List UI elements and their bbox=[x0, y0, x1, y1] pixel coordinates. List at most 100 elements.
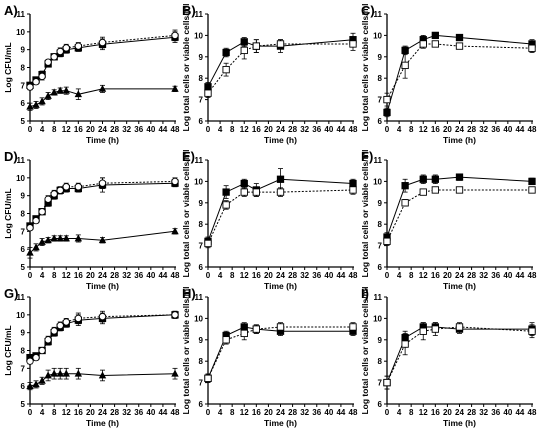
panel-label: B) bbox=[182, 3, 196, 18]
x-tick-label: 16 bbox=[431, 408, 440, 417]
series-2 bbox=[204, 185, 357, 249]
x-tick-label: 36 bbox=[134, 271, 143, 280]
data-point bbox=[383, 108, 391, 117]
data-point bbox=[276, 188, 285, 196]
data-point bbox=[276, 323, 285, 331]
data-point bbox=[56, 369, 64, 377]
series-line bbox=[207, 178, 354, 242]
x-tick-label: 28 bbox=[467, 408, 476, 417]
y-tick-label: 11 bbox=[195, 10, 204, 19]
data-point bbox=[38, 376, 46, 384]
y-tick-label: 11 bbox=[195, 156, 204, 165]
x-tick-label: 0 bbox=[385, 408, 390, 417]
data-point bbox=[32, 78, 40, 86]
y-tick-label: 6 bbox=[199, 117, 204, 126]
x-tick-label: 40 bbox=[503, 125, 512, 134]
x-tick-label: 20 bbox=[443, 271, 452, 280]
data-point bbox=[401, 199, 409, 207]
data-point bbox=[98, 84, 107, 92]
y-tick-label: 7 bbox=[21, 81, 26, 90]
x-tick-label: 16 bbox=[74, 271, 83, 280]
y-tick-label: 11 bbox=[374, 10, 383, 19]
y-tick-label: 7 bbox=[378, 379, 383, 388]
data-point bbox=[401, 61, 409, 70]
series-1 bbox=[383, 322, 536, 390]
y-tick-label: 11 bbox=[17, 156, 26, 165]
data-point bbox=[26, 102, 34, 110]
data-point bbox=[528, 177, 536, 186]
y-axis-title: Log total cells or viable cells/ml bbox=[360, 149, 370, 277]
data-point bbox=[171, 369, 179, 377]
data-point bbox=[74, 314, 82, 323]
panel-label: E) bbox=[182, 149, 195, 164]
data-point bbox=[38, 208, 46, 216]
series-1 bbox=[204, 322, 357, 384]
series-line bbox=[207, 39, 354, 88]
data-point bbox=[252, 42, 260, 50]
data-point bbox=[528, 327, 536, 335]
x-axis-title: Time (h) bbox=[86, 281, 119, 291]
data-point bbox=[455, 33, 464, 42]
y-axis-title: Log total cells or viable cells/ml bbox=[360, 286, 370, 414]
panel-label: G) bbox=[4, 286, 18, 301]
x-tick-label: 48 bbox=[349, 271, 358, 280]
data-point bbox=[455, 323, 464, 331]
x-tick-label: 4 bbox=[40, 125, 45, 134]
panel-label: A) bbox=[4, 3, 18, 18]
y-tick-label: 8 bbox=[199, 74, 204, 83]
data-point bbox=[240, 46, 248, 55]
y-tick-label: 6 bbox=[21, 382, 26, 391]
data-point bbox=[50, 190, 58, 198]
series-2 bbox=[204, 322, 357, 384]
x-tick-label: 20 bbox=[443, 408, 452, 417]
x-tick-label: 20 bbox=[264, 125, 273, 134]
y-tick-label: 11 bbox=[195, 293, 204, 302]
data-point bbox=[50, 369, 58, 377]
data-point bbox=[204, 89, 212, 97]
x-tick-label: 20 bbox=[443, 125, 452, 134]
x-tick-label: 20 bbox=[86, 408, 95, 417]
y-tick-label: 9 bbox=[378, 336, 383, 345]
y-tick-label: 9 bbox=[199, 199, 204, 208]
y-tick-label: 7 bbox=[199, 379, 204, 388]
data-point bbox=[455, 42, 464, 50]
data-point bbox=[98, 179, 107, 187]
y-tick-label: 10 bbox=[16, 174, 25, 183]
x-tick-label: 12 bbox=[62, 408, 71, 417]
x-tick-label: 12 bbox=[419, 125, 428, 134]
x-tick-label: 4 bbox=[218, 271, 223, 280]
x-tick-label: 32 bbox=[479, 408, 488, 417]
data-point bbox=[240, 188, 248, 196]
data-point bbox=[98, 38, 107, 47]
y-axis-title: Log total cells or viable cells/ml bbox=[181, 149, 191, 277]
y-tick-label: 9 bbox=[21, 46, 26, 55]
y-tick-label: 11 bbox=[374, 293, 383, 302]
x-tick-label: 8 bbox=[409, 408, 414, 417]
data-point bbox=[56, 321, 64, 330]
data-point bbox=[32, 380, 40, 388]
x-tick-label: 16 bbox=[431, 125, 440, 134]
data-point bbox=[44, 58, 52, 66]
y-tick-label: 9 bbox=[199, 336, 204, 345]
data-point bbox=[44, 336, 52, 344]
x-tick-label: 4 bbox=[218, 125, 223, 134]
y-axis-title: Log CFU/mL bbox=[3, 42, 13, 93]
x-tick-label: 8 bbox=[230, 125, 235, 134]
series-line bbox=[386, 34, 533, 113]
x-axis-title: Time (h) bbox=[443, 135, 476, 145]
x-tick-label: 0 bbox=[206, 271, 211, 280]
series-2 bbox=[26, 29, 179, 91]
x-tick-label: 44 bbox=[515, 408, 524, 417]
y-tick-label: 5 bbox=[21, 117, 26, 126]
series-2 bbox=[383, 322, 536, 390]
panel-label: F) bbox=[361, 149, 373, 164]
data-point bbox=[222, 336, 230, 344]
x-tick-label: 36 bbox=[134, 408, 143, 417]
x-tick-label: 32 bbox=[122, 125, 131, 134]
y-tick-label: 5 bbox=[21, 400, 26, 409]
y-tick-label: 8 bbox=[21, 64, 26, 73]
